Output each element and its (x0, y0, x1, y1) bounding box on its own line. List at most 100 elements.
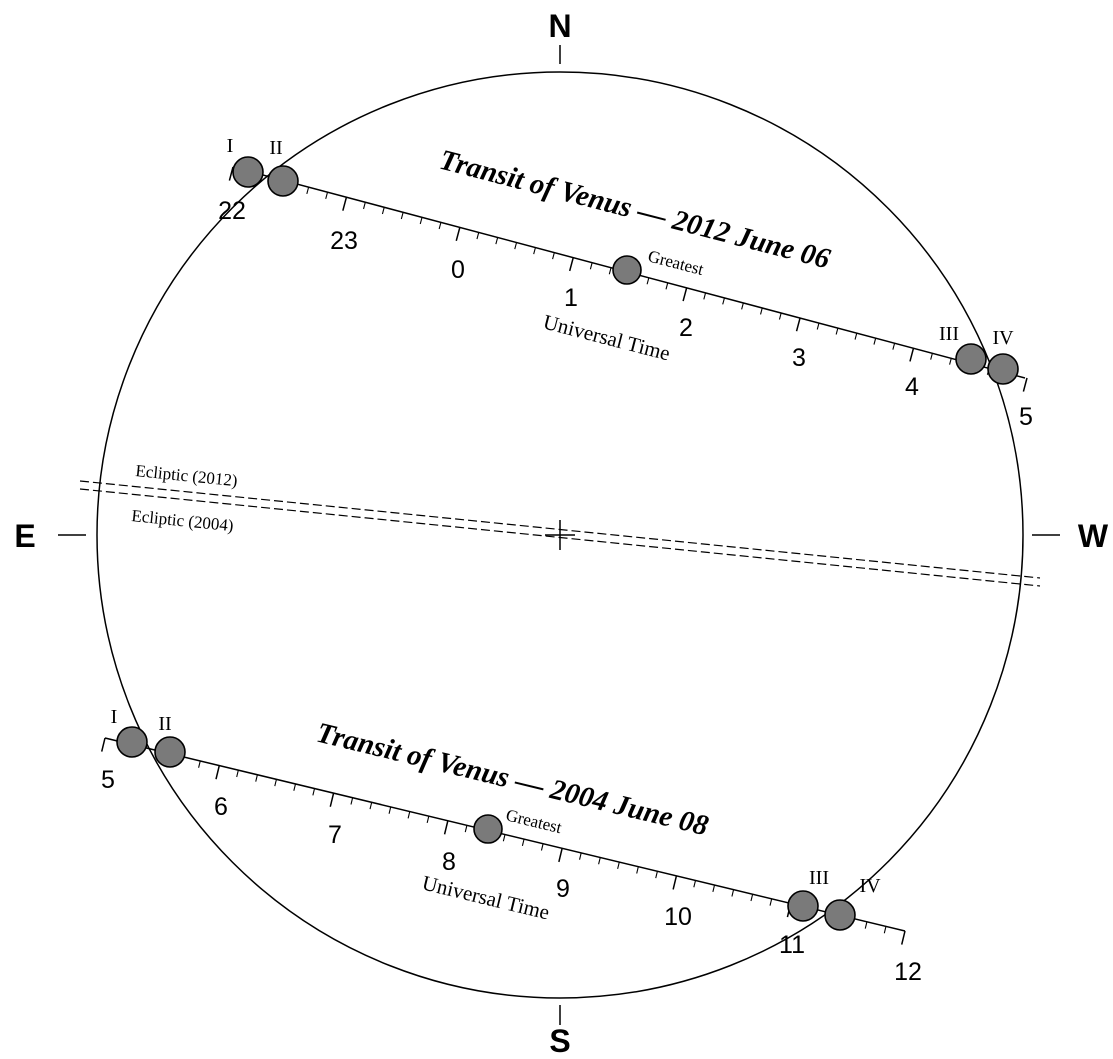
time-tick-2004-minor (521, 838, 525, 847)
time-tick-2012-major (1022, 377, 1028, 392)
time-tick-2012-minor (438, 222, 442, 230)
contact-iii-label-2012: III (939, 323, 959, 345)
greatest-label-2012: Greatest (646, 246, 706, 279)
venus-contact-iv-2012 (987, 353, 1019, 385)
south-label: S (549, 1023, 570, 1059)
time-tick-2012-minor (892, 342, 896, 350)
time-tick-2004-major (443, 820, 449, 835)
time-tick-2012-minor (476, 232, 480, 240)
time-tick-2012-minor (400, 212, 404, 220)
time-tick-2004-minor (312, 788, 316, 796)
time-tick-2004-minor (655, 871, 658, 879)
time-tick-2012-major (795, 317, 801, 332)
time-tick-2012-minor (381, 207, 385, 215)
time-tick-2004-minor (540, 843, 544, 851)
time-tick-2012-minor (495, 237, 499, 245)
time-tick-2012-minor (665, 282, 669, 290)
time-tick-2012-minor (646, 277, 650, 285)
time-tick-2012-minor (873, 337, 877, 345)
time-tick-2012-major (342, 196, 348, 211)
time-tick-2004-minor (369, 802, 373, 810)
time-tick-2012-major (568, 257, 575, 272)
hour-label-2012: 0 (451, 256, 465, 284)
transit-2012: I II III IV Greatest Transit of Venus — … (218, 135, 1033, 431)
hour-label-2004: 9 (556, 875, 570, 903)
time-tick-2012-major (909, 347, 915, 362)
hour-label-2004: 6 (214, 793, 228, 821)
hour-label-2012: 4 (905, 373, 919, 401)
transit-2004-ticks (100, 737, 906, 945)
hour-label-2004: 5 (101, 766, 115, 794)
contact-i-label-2004: I (111, 706, 118, 728)
time-tick-2004-minor (731, 889, 735, 897)
sun-disk (96, 71, 1024, 999)
hour-label-2012: 5 (1019, 403, 1033, 431)
time-tick-2004-minor (712, 884, 716, 892)
time-tick-2012-minor (533, 247, 537, 255)
time-tick-2004-minor (198, 760, 201, 768)
hour-label-2012: 22 (218, 197, 246, 225)
time-tick-2012-minor (306, 186, 310, 195)
hour-label-2004: 12 (894, 958, 922, 986)
time-tick-2012-major (682, 287, 688, 302)
time-tick-2004-minor (750, 894, 754, 902)
time-tick-2012-minor (703, 292, 707, 300)
venus-contact-i-2012 (232, 156, 264, 188)
time-tick-2004-minor (293, 783, 297, 791)
time-tick-2012-minor (514, 242, 518, 250)
venus-contact-iii-2012 (955, 343, 987, 375)
time-tick-2004-minor (388, 806, 392, 814)
venus-contact-i-2004 (116, 726, 148, 758)
time-tick-2012-major (228, 166, 234, 181)
time-tick-2012-minor (419, 217, 423, 225)
time-tick-2004-minor (274, 779, 277, 787)
ecliptic-2012-label: Ecliptic (2012) (135, 461, 239, 490)
hour-label-2004: 10 (664, 903, 692, 931)
time-tick-2012-minor (722, 297, 726, 305)
hour-label-2012: 2 (679, 314, 693, 342)
time-tick-2004-minor (636, 866, 639, 874)
time-tick-2004-major (558, 848, 563, 863)
hour-label-2004: 11 (779, 931, 805, 959)
time-tick-2012-minor (608, 267, 612, 275)
time-tick-2012-minor (363, 202, 366, 210)
time-tick-2004-minor (579, 852, 582, 860)
west-label: W (1078, 518, 1109, 554)
time-tick-2004-minor (617, 861, 620, 870)
time-tick-2004-minor (236, 770, 239, 778)
time-tick-2004-minor (769, 898, 773, 906)
hour-label-2012: 1 (564, 284, 578, 312)
contact-iv-label-2004: IV (859, 875, 881, 897)
time-tick-2012-minor (741, 302, 744, 310)
time-tick-2004-minor (693, 880, 697, 888)
venus-contact-ii-2004 (154, 736, 186, 768)
time-tick-2004-minor (502, 834, 506, 842)
east-label: E (14, 518, 35, 554)
time-tick-2012-minor (816, 322, 820, 330)
time-tick-2004-minor (598, 857, 601, 865)
contact-ii-label-2012: II (269, 137, 282, 159)
time-tick-2004-minor (426, 815, 430, 824)
time-tick-2004-major (100, 737, 106, 752)
hour-label-2012: 23 (330, 227, 358, 255)
hour-label-2004: 7 (328, 821, 342, 849)
time-tick-2004-major (329, 792, 335, 807)
time-tick-2004-minor (464, 825, 468, 833)
time-tick-2012-minor (930, 352, 934, 360)
time-tick-2004-major (672, 875, 678, 890)
north-label: N (548, 8, 571, 44)
time-tick-2012-minor (835, 327, 839, 335)
transit-2004-axis-label: Universal Time (420, 871, 552, 925)
ecliptic-2004-line (79, 488, 1041, 587)
time-tick-2012-minor (552, 252, 555, 260)
time-tick-2012-minor (589, 262, 593, 270)
hour-label-2012: 3 (792, 344, 806, 372)
time-tick-2012-minor (949, 357, 952, 365)
transit-2012-title: Transit of Venus — 2012 June 06 (436, 144, 833, 276)
venus-contact-ii-2012 (267, 165, 299, 197)
time-tick-2004-minor (350, 797, 354, 805)
time-tick-2012-minor (778, 312, 782, 320)
venus-contact-iv-2004 (824, 899, 856, 931)
venus-greatest-2004 (473, 814, 503, 844)
